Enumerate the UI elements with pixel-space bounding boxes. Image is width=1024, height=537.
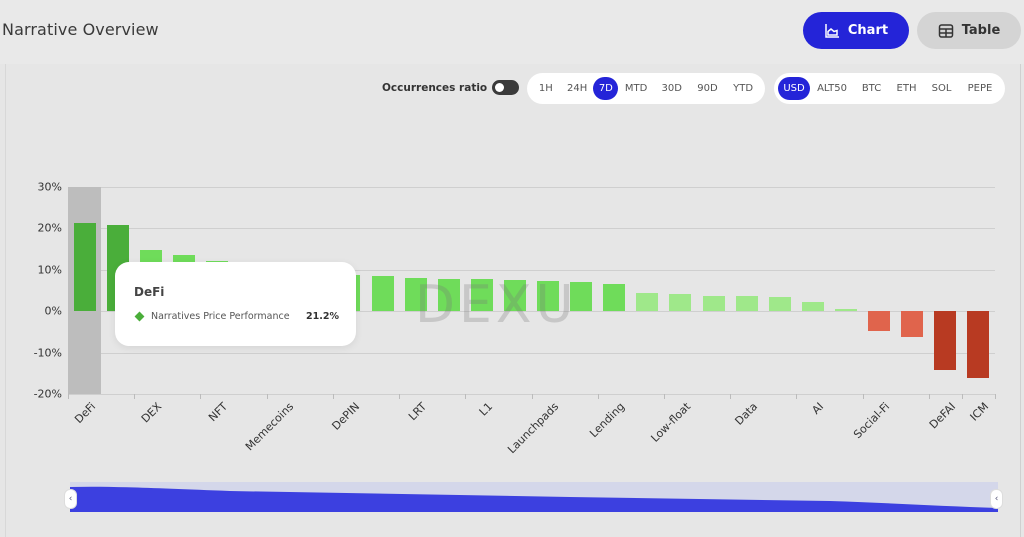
bar-data[interactable] — [735, 296, 758, 311]
bar-item-23[interactable] — [835, 308, 858, 311]
bar-social-fi[interactable] — [868, 311, 891, 331]
x-tick — [995, 394, 996, 399]
gridline — [68, 270, 995, 271]
toggle-knob — [495, 83, 505, 92]
gridline — [68, 228, 995, 229]
currency-btc[interactable]: BTC — [861, 83, 882, 94]
bar-icm[interactable] — [967, 311, 990, 379]
timeframe-24h[interactable]: 24H — [566, 83, 588, 94]
y-tick-label: 20% — [37, 221, 62, 235]
bar-lending[interactable] — [603, 284, 626, 311]
timeframe-mtd[interactable]: MTD — [624, 83, 648, 94]
bar-item-11[interactable] — [437, 278, 460, 311]
y-tick-label: -20% — [33, 387, 62, 401]
x-tick — [597, 394, 599, 399]
bar-low-float[interactable] — [669, 293, 692, 311]
occurrences-ratio-toggle[interactable] — [492, 80, 520, 95]
y-tick-label: 0% — [44, 304, 62, 318]
bar-ai[interactable] — [801, 301, 824, 311]
slider-preview-area — [70, 486, 998, 512]
occurrences-ratio-control: Occurrences ratio — [382, 80, 520, 95]
bar-item-15[interactable] — [570, 281, 593, 311]
table-icon — [938, 23, 954, 39]
chart-view-label: Chart — [847, 23, 889, 38]
x-tick — [928, 394, 930, 399]
timeframe-90d[interactable]: 90D — [697, 83, 718, 94]
timeframe-selector: 1H 24H 7D MTD 30D 90D YTD — [527, 73, 765, 104]
bar-item-25[interactable] — [901, 311, 924, 338]
currency-pepe[interactable]: PEPE — [967, 83, 993, 94]
currency-usd[interactable]: USD — [778, 77, 810, 100]
range-handle-right[interactable]: ‹ — [990, 489, 1003, 509]
gridline — [68, 353, 995, 354]
bar-item-21[interactable] — [768, 296, 791, 311]
header: Narrative Overview Chart Table — [0, 0, 1024, 64]
tooltip-series-name: Narratives Price Performance — [151, 311, 290, 322]
bar-item-13[interactable] — [503, 280, 526, 311]
bar-defai[interactable] — [934, 311, 957, 371]
gridline — [68, 187, 995, 188]
x-tick — [266, 394, 268, 399]
x-tick — [796, 394, 798, 399]
currency-eth[interactable]: ETH — [896, 83, 917, 94]
chevron-left-icon: ‹ — [994, 494, 999, 504]
bar-item-9[interactable] — [371, 275, 394, 311]
tooltip-row: Narratives Price Performance 21.2% — [134, 311, 339, 322]
bar-launchpads[interactable] — [537, 281, 560, 311]
x-tick — [465, 394, 467, 399]
gridline — [68, 311, 995, 312]
x-tick — [68, 394, 69, 399]
y-tick-label: -10% — [33, 346, 62, 360]
bar-lrt[interactable] — [404, 278, 427, 311]
watermark-logo: DEXU — [415, 275, 578, 335]
range-handle-left[interactable]: ‹ — [64, 489, 77, 509]
x-tick — [200, 394, 202, 399]
chart-view-button[interactable]: Chart — [803, 12, 909, 49]
bar-item-17[interactable] — [636, 292, 659, 311]
series-diamond-icon — [134, 311, 145, 322]
x-tick — [663, 394, 665, 399]
tooltip-value: 21.2% — [306, 311, 339, 322]
x-tick — [730, 394, 732, 399]
chevron-left-icon: ‹ — [68, 494, 73, 504]
timeframe-30d[interactable]: 30D — [661, 83, 682, 94]
bar-item-19[interactable] — [702, 295, 725, 311]
range-slider[interactable] — [70, 482, 998, 512]
tooltip-title: DeFi — [134, 285, 165, 299]
timeframe-ytd[interactable]: YTD — [733, 83, 754, 94]
currency-selector: USD ALT50 BTC ETH SOL PEPE — [774, 73, 1005, 104]
chart-tooltip: DeFi Narratives Price Performance 21.2% — [115, 262, 356, 346]
bar-defi[interactable] — [73, 223, 96, 311]
table-view-label: Table — [961, 23, 1001, 38]
x-tick — [531, 394, 533, 399]
x-tick — [862, 394, 864, 399]
occurrences-ratio-label: Occurrences ratio — [382, 81, 488, 94]
currency-sol[interactable]: SOL — [931, 83, 952, 94]
table-view-button[interactable]: Table — [917, 12, 1021, 49]
timeframe-7d[interactable]: 7D — [593, 77, 619, 100]
x-tick — [134, 394, 136, 399]
area-chart-icon — [824, 23, 840, 39]
x-tick — [961, 394, 963, 399]
timeframe-1h[interactable]: 1H — [538, 83, 553, 94]
x-tick — [332, 394, 334, 399]
x-tick — [399, 394, 401, 399]
currency-alt50[interactable]: ALT50 — [817, 83, 847, 94]
page-title: Narrative Overview — [2, 20, 159, 39]
y-tick-label: 10% — [37, 263, 62, 277]
bar-l1[interactable] — [470, 279, 493, 311]
y-tick-label: 30% — [37, 180, 62, 194]
